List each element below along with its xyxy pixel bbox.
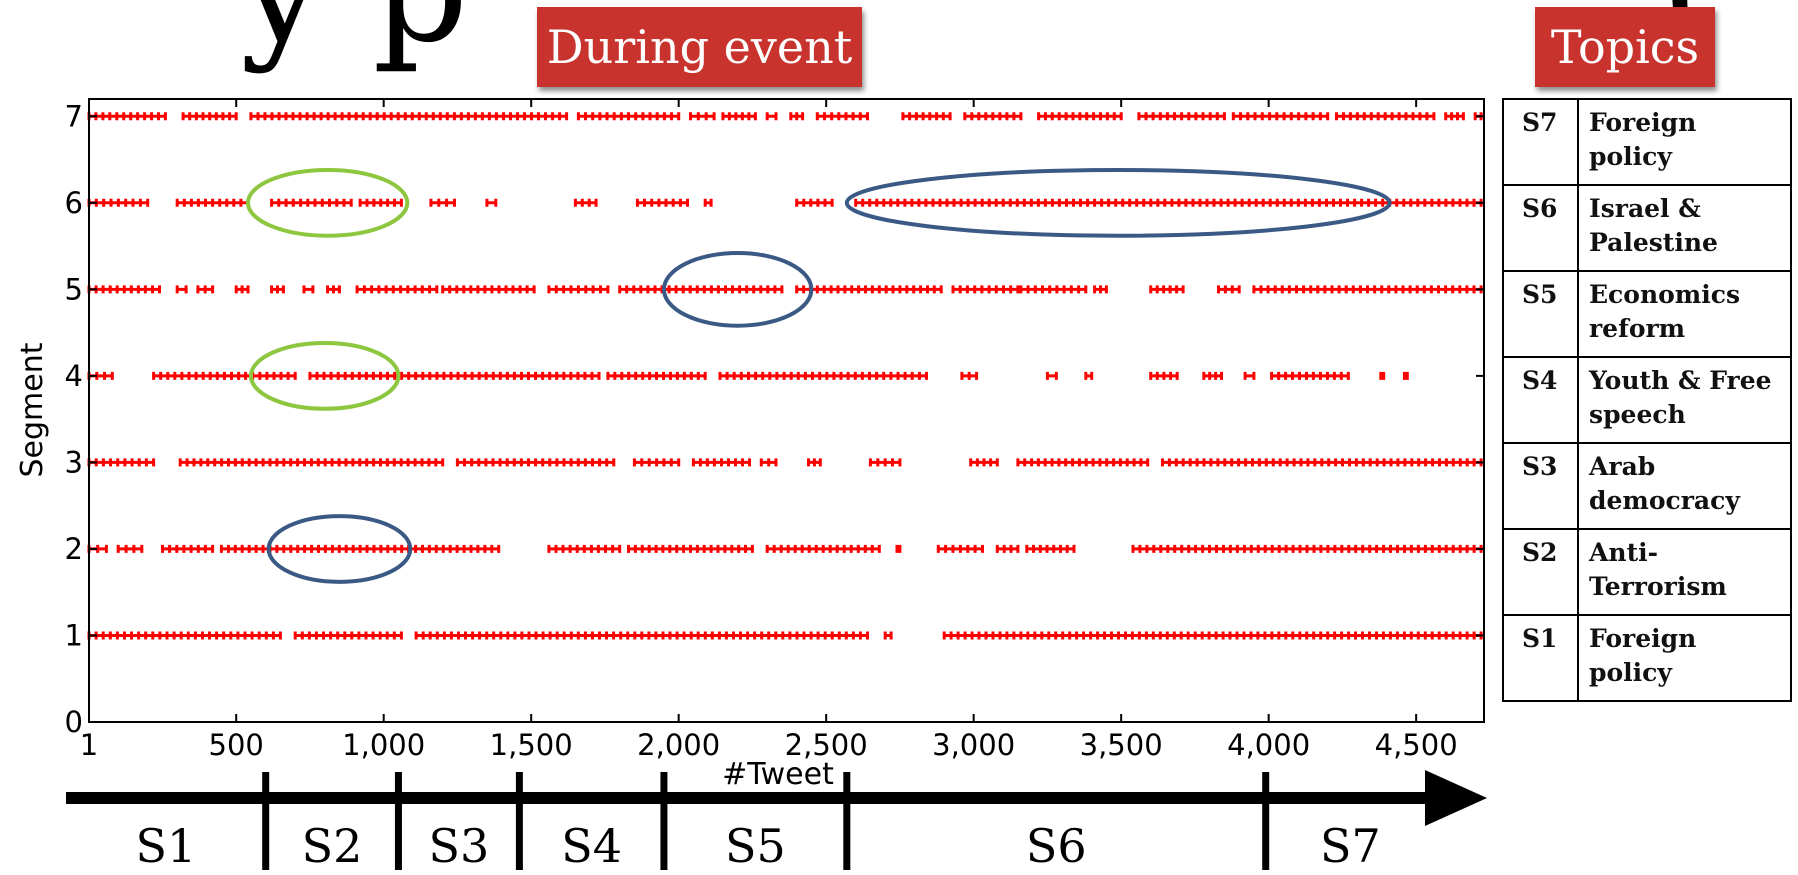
- series-segment-5: [87, 285, 1483, 294]
- series-segment-7: [87, 112, 1483, 121]
- segment-3-tweet-markers: [87, 458, 1483, 467]
- topic-name: Foreign policy: [1577, 614, 1792, 702]
- topic-segment-id: S4: [1502, 356, 1579, 444]
- timeline-arrow-head: [1425, 770, 1487, 826]
- topic-row-s1: S1 Foreign policy: [1502, 614, 1792, 702]
- timeline-label-s1: S1: [135, 819, 196, 873]
- x-tick-label: 2,500: [785, 728, 868, 762]
- timeline-label-s3: S3: [429, 819, 490, 873]
- x-tick-label: 3,500: [1080, 728, 1163, 762]
- y-tick-label: 3: [65, 445, 83, 479]
- green-highlight-ellipse-4: [248, 341, 401, 411]
- topic-name: Anti-Terrorism: [1577, 528, 1792, 616]
- segment-7-tweet-markers: [87, 112, 1483, 121]
- x-tick-label: 500: [209, 728, 264, 762]
- x-tick-label: 3,000: [932, 728, 1015, 762]
- segment-1-tweet-markers: [87, 631, 1483, 640]
- x-axis-label: #Tweet: [722, 757, 834, 792]
- y-tick-label: 0: [65, 705, 83, 739]
- y-tick-label: 7: [65, 99, 83, 133]
- y-tick-label: 6: [65, 186, 83, 220]
- topic-segment-id: S7: [1502, 98, 1579, 186]
- topic-row-s6: S6 Israel & Palestine: [1502, 184, 1792, 272]
- topic-row-s7: S7 Foreign policy: [1502, 98, 1792, 186]
- x-tick-label: 1,500: [490, 728, 573, 762]
- y-tick-label: 5: [65, 272, 83, 306]
- y-tick-label: 4: [65, 359, 83, 393]
- blue-highlight-ellipse-2: [844, 167, 1392, 238]
- timeline-label-s5: S5: [725, 819, 786, 873]
- topic-name: Foreign policy: [1577, 98, 1792, 186]
- topic-segment-id: S5: [1502, 270, 1579, 358]
- segment-2-tweet-markers: [87, 544, 1483, 553]
- topic-row-s2: S2 Anti-Terrorism: [1502, 528, 1792, 616]
- segment-6-tweet-markers: [87, 198, 1483, 207]
- series-segment-3: [87, 458, 1483, 467]
- topics-table: S7 Foreign policy S6 Israel & Palestine S5 Ec…: [1502, 98, 1792, 702]
- during-event-callout: During event: [537, 7, 862, 87]
- green-highlight-ellipse-1: [245, 167, 410, 238]
- timeline-label-s4: S4: [561, 819, 622, 873]
- series-segment-1: [87, 631, 1483, 640]
- x-tick-label: 2,000: [637, 728, 720, 762]
- topic-name: Youth & Free speech: [1577, 356, 1792, 444]
- topic-segment-id: S3: [1502, 442, 1579, 530]
- timeline-label-s6: S6: [1026, 819, 1087, 873]
- series-segment-4: [87, 371, 1409, 380]
- topic-name: Israel & Palestine: [1577, 184, 1792, 272]
- blue-highlight-ellipse-3: [661, 251, 814, 328]
- x-tick-label: 1,000: [342, 728, 425, 762]
- series-segment-6: [87, 198, 1483, 207]
- plot-frame: [88, 98, 1485, 723]
- topics-callout: Topics: [1535, 7, 1715, 87]
- segment-5-tweet-markers: [87, 285, 1483, 294]
- timeline-label-s2: S2: [302, 819, 363, 873]
- topic-row-s5: S5 Economics reform: [1502, 270, 1792, 358]
- topic-row-s4: S4 Youth & Free speech: [1502, 356, 1792, 444]
- topic-segment-id: S6: [1502, 184, 1579, 272]
- topic-segment-id: S2: [1502, 528, 1579, 616]
- blue-highlight-ellipse-5: [266, 514, 413, 584]
- y-tick-label: 2: [65, 532, 83, 566]
- series-segment-2: [87, 544, 1483, 553]
- topic-row-s3: S3 Arab democracy: [1502, 442, 1792, 530]
- x-tick-label: 1: [80, 728, 98, 762]
- segment-4-tweet-markers: [87, 371, 1409, 380]
- x-tick-label: 4,500: [1375, 728, 1458, 762]
- y-tick-label: 1: [65, 618, 83, 652]
- timeline-label-s7: S7: [1320, 819, 1381, 873]
- topic-name: Economics reform: [1577, 270, 1792, 358]
- y-axis-label: Segment: [15, 342, 50, 477]
- x-tick-label: 4,000: [1227, 728, 1310, 762]
- topic-segment-id: S1: [1502, 614, 1579, 702]
- topic-name: Arab democracy: [1577, 442, 1792, 530]
